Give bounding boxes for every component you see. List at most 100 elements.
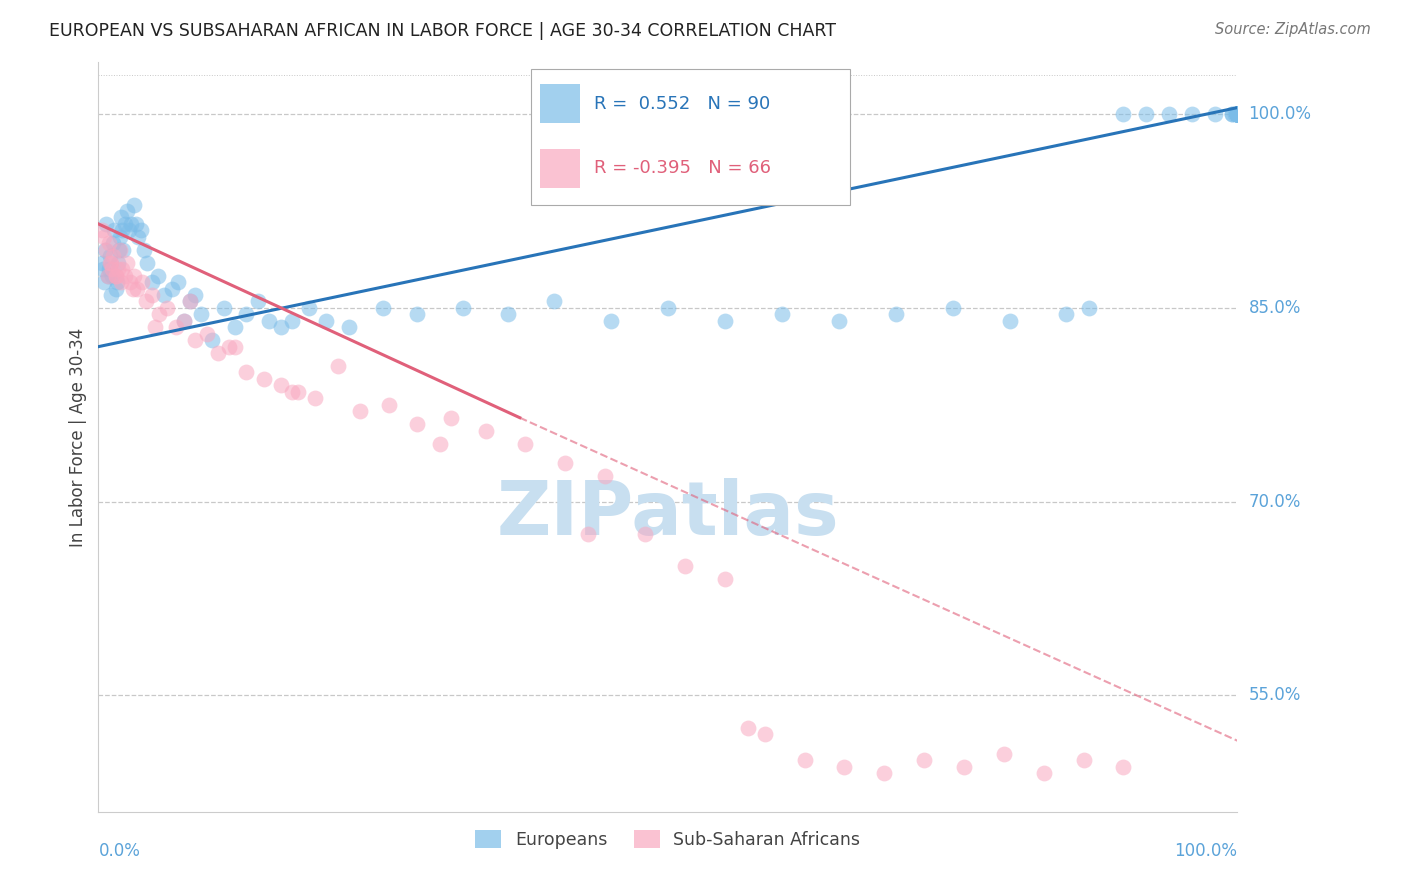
Sub-Saharan Africans (207, 346, 229, 360)
Europeans (98, 249, 121, 263)
Sub-Saharan Africans (737, 721, 759, 735)
Europeans (714, 314, 737, 328)
Sub-Saharan Africans (148, 307, 170, 321)
Sub-Saharan Africans (195, 326, 218, 341)
Sub-Saharan Africans (1073, 753, 1095, 767)
Text: 100.0%: 100.0% (1174, 842, 1237, 860)
Sub-Saharan Africans (104, 268, 127, 283)
Europeans (942, 301, 965, 315)
Europeans (1056, 307, 1078, 321)
Y-axis label: In Labor Force | Age 30-34: In Labor Force | Age 30-34 (69, 327, 87, 547)
Sub-Saharan Africans (440, 410, 463, 425)
Europeans (1078, 301, 1101, 315)
Text: 0.0%: 0.0% (98, 842, 141, 860)
Europeans (112, 243, 135, 257)
Europeans (132, 243, 155, 257)
Europeans (1226, 107, 1249, 121)
Europeans (167, 275, 190, 289)
Europeans (235, 307, 257, 321)
Sub-Saharan Africans (110, 275, 132, 289)
Sub-Saharan Africans (270, 378, 292, 392)
Sub-Saharan Africans (98, 255, 121, 269)
Europeans (108, 230, 131, 244)
Europeans (127, 230, 149, 244)
Europeans (1226, 107, 1249, 121)
Europeans (1226, 107, 1249, 121)
Sub-Saharan Africans (107, 262, 129, 277)
Europeans (96, 268, 118, 283)
Europeans (212, 301, 235, 315)
Europeans (100, 288, 122, 302)
Europeans (1226, 107, 1249, 121)
Europeans (1181, 107, 1204, 121)
Europeans (153, 288, 176, 302)
Europeans (118, 223, 141, 237)
Europeans (107, 255, 129, 269)
Bar (540, 85, 581, 123)
Europeans (246, 294, 269, 309)
Sub-Saharan Africans (127, 281, 149, 295)
Europeans (110, 211, 132, 225)
Europeans (371, 301, 394, 315)
Sub-Saharan Africans (135, 294, 157, 309)
Europeans (111, 223, 134, 237)
Europeans (770, 307, 793, 321)
Europeans (162, 281, 184, 295)
Sub-Saharan Africans (378, 398, 401, 412)
Sub-Saharan Africans (93, 230, 115, 244)
Sub-Saharan Africans (474, 424, 496, 438)
Europeans (1226, 107, 1249, 121)
Europeans (1135, 107, 1157, 121)
Text: R =  0.552   N = 90: R = 0.552 N = 90 (593, 95, 770, 112)
Text: R = -0.395   N = 66: R = -0.395 N = 66 (593, 160, 770, 178)
Europeans (120, 217, 142, 231)
Europeans (543, 294, 565, 309)
Sub-Saharan Africans (593, 468, 616, 483)
Sub-Saharan Africans (101, 262, 124, 277)
Sub-Saharan Africans (281, 384, 304, 399)
Europeans (136, 255, 159, 269)
Sub-Saharan Africans (184, 333, 207, 347)
Bar (540, 149, 581, 187)
Sub-Saharan Africans (111, 262, 134, 277)
Europeans (1226, 107, 1249, 121)
Europeans (1226, 107, 1249, 121)
Europeans (108, 243, 131, 257)
Europeans (406, 307, 429, 321)
Europeans (657, 301, 679, 315)
Sub-Saharan Africans (406, 417, 429, 432)
Europeans (1226, 107, 1249, 121)
Europeans (1226, 107, 1249, 121)
Europeans (179, 294, 201, 309)
Sub-Saharan Africans (287, 384, 309, 399)
Europeans (125, 217, 148, 231)
Europeans (1226, 107, 1249, 121)
Europeans (90, 255, 112, 269)
Sub-Saharan Africans (104, 268, 127, 283)
Europeans (96, 217, 118, 231)
Europeans (270, 320, 292, 334)
Europeans (281, 314, 304, 328)
Sub-Saharan Africans (673, 559, 696, 574)
Europeans (184, 288, 207, 302)
Sub-Saharan Africans (108, 243, 131, 257)
Sub-Saharan Africans (179, 294, 201, 309)
Sub-Saharan Africans (115, 255, 138, 269)
Text: EUROPEAN VS SUBSAHARAN AFRICAN IN LABOR FORCE | AGE 30-34 CORRELATION CHART: EUROPEAN VS SUBSAHARAN AFRICAN IN LABOR … (49, 22, 837, 40)
Europeans (115, 204, 138, 219)
Sub-Saharan Africans (834, 759, 856, 773)
Sub-Saharan Africans (754, 727, 776, 741)
Sub-Saharan Africans (252, 372, 274, 386)
Europeans (1226, 107, 1249, 121)
Europeans (1220, 107, 1243, 121)
Europeans (1226, 107, 1249, 121)
Sub-Saharan Africans (224, 340, 246, 354)
Europeans (141, 275, 163, 289)
Sub-Saharan Africans (714, 572, 737, 586)
Sub-Saharan Africans (156, 301, 179, 315)
Europeans (884, 307, 907, 321)
Europeans (1226, 107, 1249, 121)
Europeans (451, 301, 474, 315)
Europeans (259, 314, 281, 328)
Sub-Saharan Africans (173, 314, 195, 328)
